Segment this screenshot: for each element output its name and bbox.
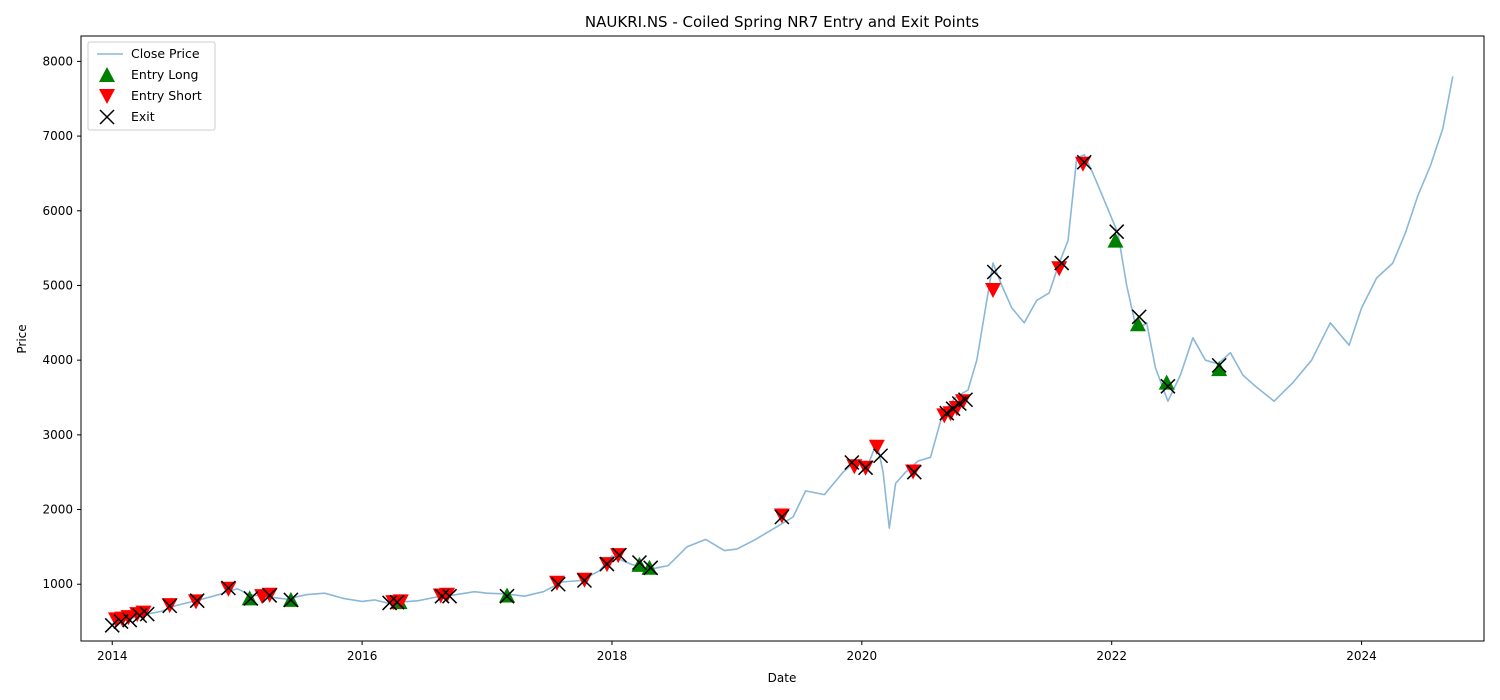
x-axis-label: Date [768, 671, 797, 685]
entry-short-marker [439, 587, 456, 603]
exit-marker [873, 448, 889, 464]
x-tick-label: 2020 [847, 649, 878, 663]
entry-long-marker [1211, 361, 1228, 377]
y-tick-label: 3000 [42, 428, 73, 442]
exit-marker [957, 392, 974, 408]
y-tick-label: 6000 [42, 204, 73, 218]
exit-marker [499, 588, 515, 604]
close-price-line [111, 76, 1454, 625]
x-tick-label: 2024 [1346, 649, 1377, 663]
entry-long-marker [499, 587, 516, 603]
entry-short-marker [868, 439, 885, 455]
exit-marker [1054, 255, 1070, 271]
exit-marker [1109, 224, 1125, 240]
plot-area [104, 76, 1454, 633]
legend-long-swatch [99, 67, 115, 82]
exit-marker [189, 593, 205, 609]
exit-marker [599, 556, 615, 572]
exit-marker [1211, 357, 1227, 373]
exit-marker [442, 588, 458, 604]
y-tick-label: 1000 [42, 577, 73, 591]
y-axis: 1000 2000 3000 4000 5000 6000 7000 8000 [42, 54, 81, 591]
exit-marker [1160, 378, 1176, 394]
legend-short-label: Entry Short [131, 88, 202, 103]
exit-marker [576, 572, 593, 589]
x-axis: 2014 2016 2018 2020 2022 2024 [97, 641, 1377, 663]
exit-marker [139, 606, 155, 622]
entry-long-marker [1129, 316, 1146, 332]
y-axis-label: Price [15, 324, 29, 353]
x-tick-label: 2016 [347, 649, 378, 663]
exit-marker [858, 460, 874, 476]
exit-marker [122, 612, 138, 628]
exit-marker [844, 454, 860, 471]
exit-marker [986, 264, 1002, 280]
exit-marker [550, 576, 566, 592]
y-tick-label: 4000 [42, 353, 73, 367]
exit-marker [434, 588, 450, 604]
legend-frame [87, 41, 216, 131]
entry-long-marker [631, 556, 648, 572]
exit-marker [283, 592, 299, 608]
entry-short-marker [220, 581, 237, 597]
exit-marker [631, 555, 647, 571]
x-tick-label: 2022 [1096, 649, 1127, 663]
legend-short-swatch [99, 89, 115, 104]
legend-exit-label: Exit [131, 109, 155, 124]
legend-exit-swatch [99, 109, 115, 125]
x-tick-label: 2014 [97, 649, 128, 663]
entry-short-marker [392, 594, 409, 610]
exit-marker [382, 595, 398, 611]
y-tick-label: 5000 [42, 278, 73, 292]
y-tick-label: 7000 [42, 129, 73, 143]
legend: Close Price Entry Long Entry Short Exit [87, 41, 216, 131]
exit-marker [220, 580, 236, 596]
exit-marker [389, 594, 405, 610]
exit-marker [162, 598, 178, 614]
exit-marker [774, 509, 790, 525]
exit-marker [906, 464, 922, 480]
legend-close-label: Close Price [131, 46, 200, 61]
legend-long-label: Entry Long [131, 67, 198, 82]
exit-marker [1076, 154, 1092, 170]
entry-long-marker [1158, 374, 1175, 390]
exit-marker [939, 405, 955, 421]
exit-marker [262, 587, 278, 603]
entry-short-marker [985, 282, 1002, 298]
y-tick-label: 8000 [42, 54, 73, 68]
exit-marker [104, 617, 120, 633]
x-tick-label: 2018 [597, 649, 628, 663]
exit-marker [243, 590, 259, 606]
exit-marker [611, 547, 627, 563]
entry-short-marker [135, 605, 152, 621]
exit-marker [1131, 309, 1147, 325]
exit-marker [643, 560, 659, 576]
y-tick-label: 2000 [42, 503, 73, 517]
plot-frame [80, 35, 1485, 642]
chart-title: NAUKRI.NS - Coiled Spring NR7 Entry and … [585, 13, 979, 31]
entry-long-marker [1107, 232, 1124, 248]
